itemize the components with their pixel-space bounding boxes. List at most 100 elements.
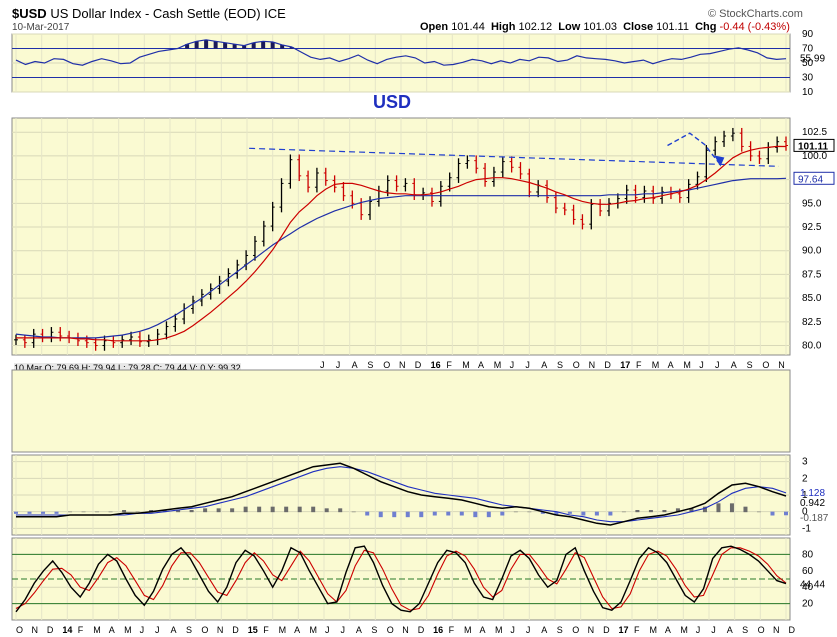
bottom-x-tick: D [232,625,239,635]
macd-histogram-bar [689,508,694,513]
bottom-x-tick: M [93,625,101,635]
volume-label: Volume undef [14,373,76,384]
macd-histogram-bar [203,508,208,513]
bottom-x-tick: D [47,625,54,635]
rsi-last-badge: 55.99 [800,54,825,65]
bottom-x-tick: 15 [248,625,258,635]
macd-histogram-bar [716,503,721,513]
macd-histogram-bar [702,506,707,513]
bottom-x-tick: D [789,625,796,635]
price-x-tick: N [399,360,406,370]
macd-histogram-bar [176,510,181,513]
macd-histogram-bar [419,511,424,518]
bottom-x-tick: F [78,625,84,635]
bottom-x-tick: S [371,625,377,635]
macd-histogram-bar [27,511,32,514]
macd-tick-label: 0 [802,507,808,518]
bottom-x-tick: M [279,625,287,635]
bottom-x-tick: A [356,625,362,635]
macd-histogram-bar [365,511,370,516]
ma10-line [16,145,787,342]
bottom-x-tick: 17 [619,625,629,635]
close-label: Close [623,21,654,33]
macd-histogram-bar [459,511,464,516]
macd-histogram-bar [230,508,235,513]
rsi-tick-label: 90 [802,29,814,40]
ma50-label: MA(50) 97.64 [14,131,75,142]
macd-badge-hist: -0.187 [800,513,829,524]
price-panel-bg [11,117,791,356]
macd-histogram-bar [567,511,572,514]
price-x-tick: F [636,360,642,370]
ma50-badge-bg [793,171,835,185]
macd-badge-signal: 1.128 [800,488,825,499]
macd-histogram-bar [432,511,437,516]
bottom-x-tick: J [510,625,515,635]
macd-histogram-bar [149,510,154,513]
bottom-x-tick: A [294,625,300,635]
sto-badge: 44.44 [800,580,825,591]
price-last-badge: 101.11 [798,141,828,152]
macd-histogram-bar [311,506,316,513]
macd-label: MACD(12,26,9) 0.942, 1.128, -0.187 [14,456,176,467]
macd-line [16,462,787,526]
bottom-x-tick: O [16,625,23,635]
sto-tick-label: 40 [802,582,814,593]
macd-tick-label: 3 [802,457,808,468]
bottom-x-tick: A [480,625,486,635]
price-tick-label: 100.0 [802,151,827,162]
projection-path [667,132,720,164]
sto-tick-label: 20 [802,599,814,610]
price-last-badge-bg [793,138,835,152]
macd-histogram-bar [297,506,302,513]
bottom-x-tick: N [31,625,38,635]
macd-panel-bg [11,454,791,536]
price-x-tick: S [747,360,753,370]
macd-histogram-bar [41,511,46,514]
macd-histogram-bar [540,511,545,514]
bottom-x-tick: N [588,625,595,635]
sto-d-label: 45.18 [162,540,188,551]
price-x-tick: F [446,360,452,370]
price-x-tick: N [778,360,785,370]
price-tick-label: 82.5 [802,317,822,328]
price-x-tick: J [510,360,514,370]
bottom-x-tick: M [310,625,318,635]
instrument-name: US Dollar Index - Cash Settle (EOD) [50,6,261,21]
macd-histogram-bar [581,511,586,516]
close-value: 101.11 [656,21,689,33]
bottom-x-tick: O [758,625,765,635]
price-tick-label: 92.5 [802,222,822,233]
open-value: 101.44 [451,21,485,33]
price-x-tick: J [699,360,704,370]
bottom-x-tick: N [217,625,224,635]
macd-histogram-bar [122,510,127,513]
bottom-x-tick: A [541,625,547,635]
sto-main-label: Full STO %K(14,3) %D(3) 44.44, [14,540,160,551]
price-x-tick: S [557,360,563,370]
macd-histogram-bar [378,511,383,518]
macd-histogram-bar [54,511,59,514]
price-x-tick: M [683,360,691,370]
price-x-tick: A [478,360,484,370]
rsi-tick-label: 30 [802,73,814,84]
bottom-x-tick: O [572,625,579,635]
symbol: $USD [12,6,47,21]
ohlc-strip: 10 Mar O: 79.69 H: 79.94 L: 79.28 C: 79.… [14,363,241,373]
macd-histogram-bar [770,511,775,516]
bottom-x-tick: J [340,625,345,635]
bottom-x-tick: S [186,625,192,635]
bottom-x-tick: F [263,625,269,635]
bottom-x-tick: N [402,625,409,635]
bottom-x-tick: F [634,625,640,635]
bottom-x-tick: M [124,625,131,635]
bottom-x-tick: D [418,625,425,635]
as-of-date: 10-Mar-2017 [12,22,70,33]
price-x-tick: A [731,360,737,370]
bottom-x-tick: J [155,625,160,635]
price-x-tick: J [715,360,720,370]
macd-badge-main: 0.942 [800,498,825,509]
price-tick-label: 90.0 [802,246,822,257]
macd-histogram-bar [324,508,329,513]
